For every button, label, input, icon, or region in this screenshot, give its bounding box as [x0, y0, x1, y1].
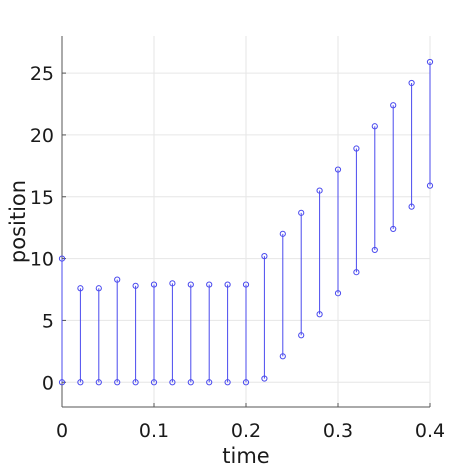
tick-labels: 0 0.1 0.2 0.3 0.4 0 5 10 15 20 25: [30, 63, 445, 442]
interval-mark: [334, 166, 342, 297]
interval-mark: [371, 123, 378, 254]
interval-mark: [353, 145, 360, 276]
high-marker: [298, 209, 305, 216]
low-marker: [150, 379, 158, 386]
low-marker: [426, 182, 434, 189]
y-tick-label: 5: [42, 310, 54, 332]
low-marker: [353, 269, 360, 276]
low-marker: [334, 290, 342, 297]
high-marker: [169, 280, 176, 287]
y-axis-label: position: [6, 180, 30, 263]
interval-mark: [150, 281, 158, 386]
high-marker: [279, 230, 286, 237]
y-tick-label: 10: [30, 249, 54, 271]
x-tick-label: 0.3: [323, 420, 353, 442]
low-marker: [77, 379, 84, 386]
interval-mark: [132, 282, 139, 386]
high-marker: [206, 281, 213, 288]
high-marker: [58, 255, 66, 262]
x-tick-label: 0.4: [415, 420, 445, 442]
interval-mark: [169, 280, 176, 386]
low-marker: [390, 225, 397, 233]
high-marker: [187, 281, 194, 288]
low-marker: [408, 203, 415, 210]
interval-mark: [408, 79, 415, 210]
low-marker: [242, 379, 250, 386]
high-marker: [334, 166, 342, 173]
interval-mark: [261, 253, 268, 382]
interval-mark: [224, 281, 231, 386]
low-marker: [316, 311, 323, 318]
interval-mark: [279, 230, 286, 360]
x-axis-label: time: [222, 444, 269, 468]
x-tick-label: 0: [56, 420, 68, 442]
high-marker: [242, 281, 250, 288]
x-tick-label: 0.1: [139, 420, 169, 442]
interval-mark: [58, 255, 66, 386]
y-tick-label: 15: [30, 187, 54, 209]
y-tick-label: 0: [42, 372, 54, 394]
high-marker: [77, 285, 84, 292]
low-marker: [132, 379, 139, 386]
interval-mark: [95, 285, 102, 386]
low-marker: [371, 246, 378, 254]
y-tick-label: 25: [30, 63, 54, 85]
interval-mark: [242, 281, 250, 386]
high-marker: [114, 276, 121, 283]
high-marker: [150, 281, 158, 288]
high-marker: [408, 79, 415, 87]
x-tick-label: 0.2: [231, 420, 261, 442]
high-marker: [224, 281, 231, 288]
high-marker: [371, 123, 378, 130]
high-marker: [390, 102, 397, 109]
low-marker: [206, 379, 213, 386]
high-marker: [316, 187, 323, 194]
low-marker: [187, 379, 194, 386]
high-marker: [261, 253, 268, 260]
interval-mark: [187, 281, 194, 386]
high-marker: [132, 282, 139, 289]
low-marker: [58, 379, 66, 386]
low-marker: [169, 379, 176, 386]
interval-mark: [390, 102, 397, 233]
interval-mark: [298, 209, 305, 339]
interval-mark: [206, 281, 213, 386]
low-marker: [279, 353, 286, 360]
low-marker: [114, 379, 121, 386]
y-tick-label: 20: [30, 125, 54, 147]
interval-mark: [316, 187, 323, 318]
low-marker: [224, 379, 231, 386]
low-marker: [298, 332, 305, 339]
low-marker: [261, 375, 268, 382]
high-marker: [426, 58, 434, 66]
interval-mark: [426, 58, 434, 189]
high-marker: [95, 285, 102, 292]
data-marks: [58, 58, 434, 386]
high-marker: [353, 145, 360, 152]
interval-mark: [77, 285, 84, 386]
interval-mark: [114, 276, 121, 386]
low-marker: [95, 379, 102, 386]
